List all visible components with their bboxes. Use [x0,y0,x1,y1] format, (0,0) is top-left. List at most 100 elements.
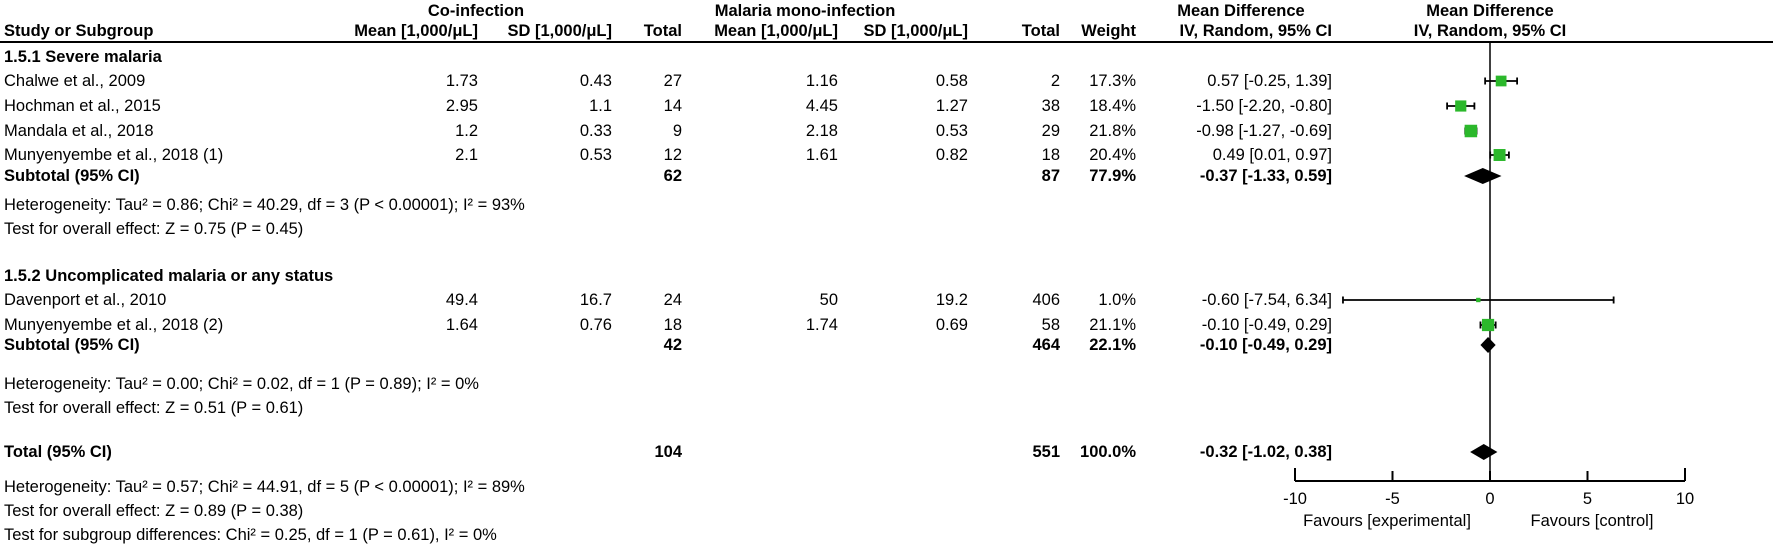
mean-coinfection: 2.95 [445,97,478,115]
subtotal-label: Subtotal (95% CI) [4,167,140,185]
subgroup-label: 1.5.1 Severe malaria [4,48,162,66]
total-coinfection: 18 [663,316,682,334]
total-diamond [1470,444,1498,460]
total-monoinfection: 551 [1032,443,1060,461]
total-label: Total (95% CI) [4,443,112,461]
ci-text: 0.57 [-0.25, 1.39] [1207,72,1332,90]
study-name: Davenport et al., 2010 [4,291,167,309]
total-coinfection: 42 [663,336,682,354]
study-effect-square [1481,318,1495,332]
axis-tick-label: -10 [1283,490,1307,508]
study-effect-square [1493,149,1506,161]
group-header-coinfection: Co-infection [427,2,525,20]
ci-text: -0.10 [-0.49, 0.29] [1199,336,1332,354]
footer-stat-line: Heterogeneity: Tau² = 0.57; Chi² = 44.91… [4,478,525,496]
total-monoinfection: 18 [1041,146,1060,164]
subtotal-diamond [1480,337,1496,353]
axis-tick-label: -5 [1385,490,1400,508]
total-monoinfection: 406 [1032,291,1060,309]
col-header-mean-co: Mean [1,000/μL] [354,22,478,40]
subgroup-label: 1.5.2 Uncomplicated malaria or any statu… [4,267,334,285]
mean-monoinfection: 2.18 [805,122,838,140]
total-monoinfection: 29 [1041,122,1060,140]
ci-text: -1.50 [-2.20, -0.80] [1196,97,1332,115]
col-header-mean-mono: Mean [1,000/μL] [714,22,838,40]
favours-control-label: Favours [control] [1530,512,1654,530]
total-coinfection: 9 [672,122,682,140]
weight-value: 21.1% [1089,316,1136,334]
mean-monoinfection: 1.74 [805,316,838,334]
plot-header-iv-random: IV, Random, 95% CI [1413,22,1567,40]
sd-monoinfection: 0.69 [935,316,968,334]
col-header-total-mono: Total [1021,22,1060,40]
axis-tick-label: 5 [1582,490,1593,508]
ci-text: -0.98 [-1.27, -0.69] [1196,122,1332,140]
study-effect-square [1464,124,1478,138]
mean-coinfection: 2.1 [455,146,478,164]
md-column-header: Mean Difference [1177,2,1305,20]
col-header-iv-random: IV, Random, 95% CI [1179,22,1332,40]
subtotal-label: Subtotal (95% CI) [4,336,140,354]
study-effect-square [1455,100,1467,112]
weight-value: 77.9% [1089,167,1136,185]
total-coinfection: 104 [654,443,682,461]
sd-coinfection: 0.53 [579,146,612,164]
sd-monoinfection: 0.82 [935,146,968,164]
sd-monoinfection: 0.58 [935,72,968,90]
ci-text: -0.37 [-1.33, 0.59] [1199,167,1332,185]
sd-coinfection: 0.76 [579,316,612,334]
col-header-sd-co: SD [1,000/μL] [507,22,612,40]
study-name: Chalwe et al., 2009 [4,72,146,90]
weight-value: 21.8% [1089,122,1136,140]
study-name: Munyenyembe et al., 2018 (1) [4,146,224,164]
mean-monoinfection: 1.61 [805,146,838,164]
mean-monoinfection: 4.45 [805,97,838,115]
sd-coinfection: 0.33 [579,122,612,140]
weight-value: 100.0% [1080,443,1136,461]
weight-value: 20.4% [1089,146,1136,164]
weight-value: 17.3% [1089,72,1136,90]
footer-stat-line: Test for overall effect: Z = 0.89 (P = 0… [4,502,304,520]
weight-value: 18.4% [1089,97,1136,115]
total-monoinfection: 38 [1041,97,1060,115]
col-header-total-co: Total [643,22,682,40]
heterogeneity-line: Heterogeneity: Tau² = 0.86; Chi² = 40.29… [4,196,525,214]
mean-coinfection: 1.2 [455,122,478,140]
weight-value: 1.0% [1098,291,1136,309]
sd-monoinfection: 0.53 [935,122,968,140]
footer-stat-line: Test for subgroup differences: Chi² = 0.… [4,526,497,544]
study-name: Hochman et al., 2015 [4,97,161,115]
weight-value: 22.1% [1089,336,1136,354]
total-coinfection: 62 [663,167,682,185]
total-coinfection: 24 [663,291,682,309]
study-effect-square [1476,297,1481,303]
mean-coinfection: 1.64 [445,316,478,334]
study-name: Mandala et al., 2018 [4,122,154,140]
total-monoinfection: 464 [1032,336,1060,354]
mean-coinfection: 1.73 [445,72,478,90]
sd-coinfection: 16.7 [579,291,612,309]
group-header-monoinfection: Malaria mono-infection [714,2,896,20]
ci-text: -0.10 [-0.49, 0.29] [1201,316,1332,334]
ci-text: 0.49 [0.01, 0.97] [1212,146,1332,164]
total-coinfection: 14 [663,97,682,115]
md-plot-header: Mean Difference [1426,2,1554,20]
study-effect-square [1495,75,1507,87]
subtotal-diamond [1464,168,1502,184]
total-coinfection: 27 [663,72,682,90]
header-rule [0,41,1773,43]
sd-monoinfection: 1.27 [935,97,968,115]
mean-monoinfection: 1.16 [805,72,838,90]
total-monoinfection: 58 [1041,316,1060,334]
mean-monoinfection: 50 [819,291,838,309]
total-coinfection: 12 [663,146,682,164]
col-header-sd-mono: SD [1,000/μL] [863,22,968,40]
overall-effect-line: Test for overall effect: Z = 0.75 (P = 0… [4,220,304,238]
col-header-study: Study or Subgroup [4,22,154,40]
total-monoinfection: 87 [1041,167,1060,185]
study-name: Munyenyembe et al., 2018 (2) [4,316,224,334]
axis-tick-label: 10 [1675,490,1695,508]
sd-coinfection: 0.43 [579,72,612,90]
